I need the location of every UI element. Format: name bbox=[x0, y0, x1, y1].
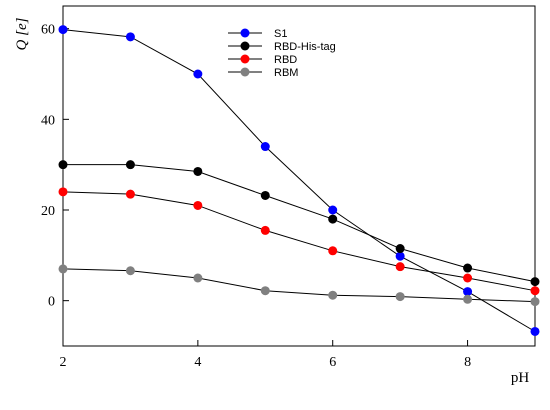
legend-label-rbd-his-tag: RBD-His-tag bbox=[274, 41, 336, 53]
series-line-rbd-his-tag bbox=[63, 164, 536, 283]
data-point-rbd bbox=[193, 200, 203, 210]
data-point-rbm bbox=[463, 294, 473, 304]
series-line-rbd bbox=[62, 191, 536, 292]
data-point-s1 bbox=[260, 142, 270, 152]
data-point-rbd bbox=[125, 189, 135, 199]
x-tick-label: 8 bbox=[464, 355, 471, 370]
data-point-rbd bbox=[395, 262, 405, 272]
data-point-rbd bbox=[260, 225, 270, 235]
y-tick-label: 20 bbox=[41, 204, 55, 219]
x-tick-label: 4 bbox=[194, 355, 201, 370]
data-point-rbm bbox=[193, 273, 203, 283]
data-point-rbd-his-tag bbox=[193, 166, 203, 176]
data-point-s1 bbox=[530, 326, 540, 336]
data-point-rbd-his-tag bbox=[58, 160, 68, 170]
data-point-rbm bbox=[395, 292, 405, 302]
data-point-rbm bbox=[328, 290, 338, 300]
plot-area-frame bbox=[62, 5, 536, 347]
data-point-rbd-his-tag bbox=[395, 244, 405, 254]
data-point-rbm bbox=[530, 297, 540, 307]
series-line-s1 bbox=[62, 29, 536, 332]
y-axis: 0 20 40 60 bbox=[41, 23, 69, 310]
data-point-s1 bbox=[58, 25, 68, 35]
legend-label-rbm: RBM bbox=[274, 67, 298, 79]
data-point-rbd bbox=[463, 273, 473, 283]
x-tick-label: 2 bbox=[60, 355, 67, 370]
data-point-s1 bbox=[328, 205, 338, 215]
data-point-rbd-his-tag bbox=[530, 277, 540, 287]
y-tick-label: 0 bbox=[48, 295, 55, 310]
x-tick-label: 6 bbox=[329, 355, 336, 370]
legend-label-rbd: RBD bbox=[274, 54, 297, 66]
data-point-rbd-his-tag bbox=[125, 160, 135, 170]
x-axis: 2 4 6 8 bbox=[60, 340, 471, 370]
legend-marker-rbm bbox=[240, 67, 250, 77]
data-point-rbm bbox=[125, 266, 135, 276]
data-point-s1 bbox=[395, 251, 405, 261]
legend-marker-rbd bbox=[240, 54, 250, 64]
data-point-rbd-his-tag bbox=[328, 214, 338, 224]
data-point-s1 bbox=[125, 32, 135, 42]
legend-label-s1: S1 bbox=[274, 28, 287, 40]
series-line-rbm bbox=[62, 268, 536, 303]
y-tick-label: 40 bbox=[41, 113, 55, 128]
y-tick-label: 60 bbox=[41, 23, 55, 38]
y-axis-label: Q [e] bbox=[14, 17, 30, 50]
data-point-rbd-his-tag bbox=[463, 263, 473, 273]
legend-marker-rbd-his-tag bbox=[240, 41, 250, 51]
data-point-rbm bbox=[260, 286, 270, 296]
data-point-s1 bbox=[463, 287, 473, 297]
series-layer bbox=[58, 25, 540, 336]
x-axis-label: pH bbox=[511, 370, 530, 386]
data-point-s1 bbox=[193, 69, 203, 79]
data-point-rbm bbox=[58, 264, 68, 274]
data-point-rbd bbox=[530, 286, 540, 296]
data-point-rbd bbox=[58, 187, 68, 197]
legend-marker-s1 bbox=[240, 28, 250, 38]
data-point-rbd-his-tag bbox=[260, 190, 270, 200]
data-point-rbd bbox=[328, 246, 338, 256]
